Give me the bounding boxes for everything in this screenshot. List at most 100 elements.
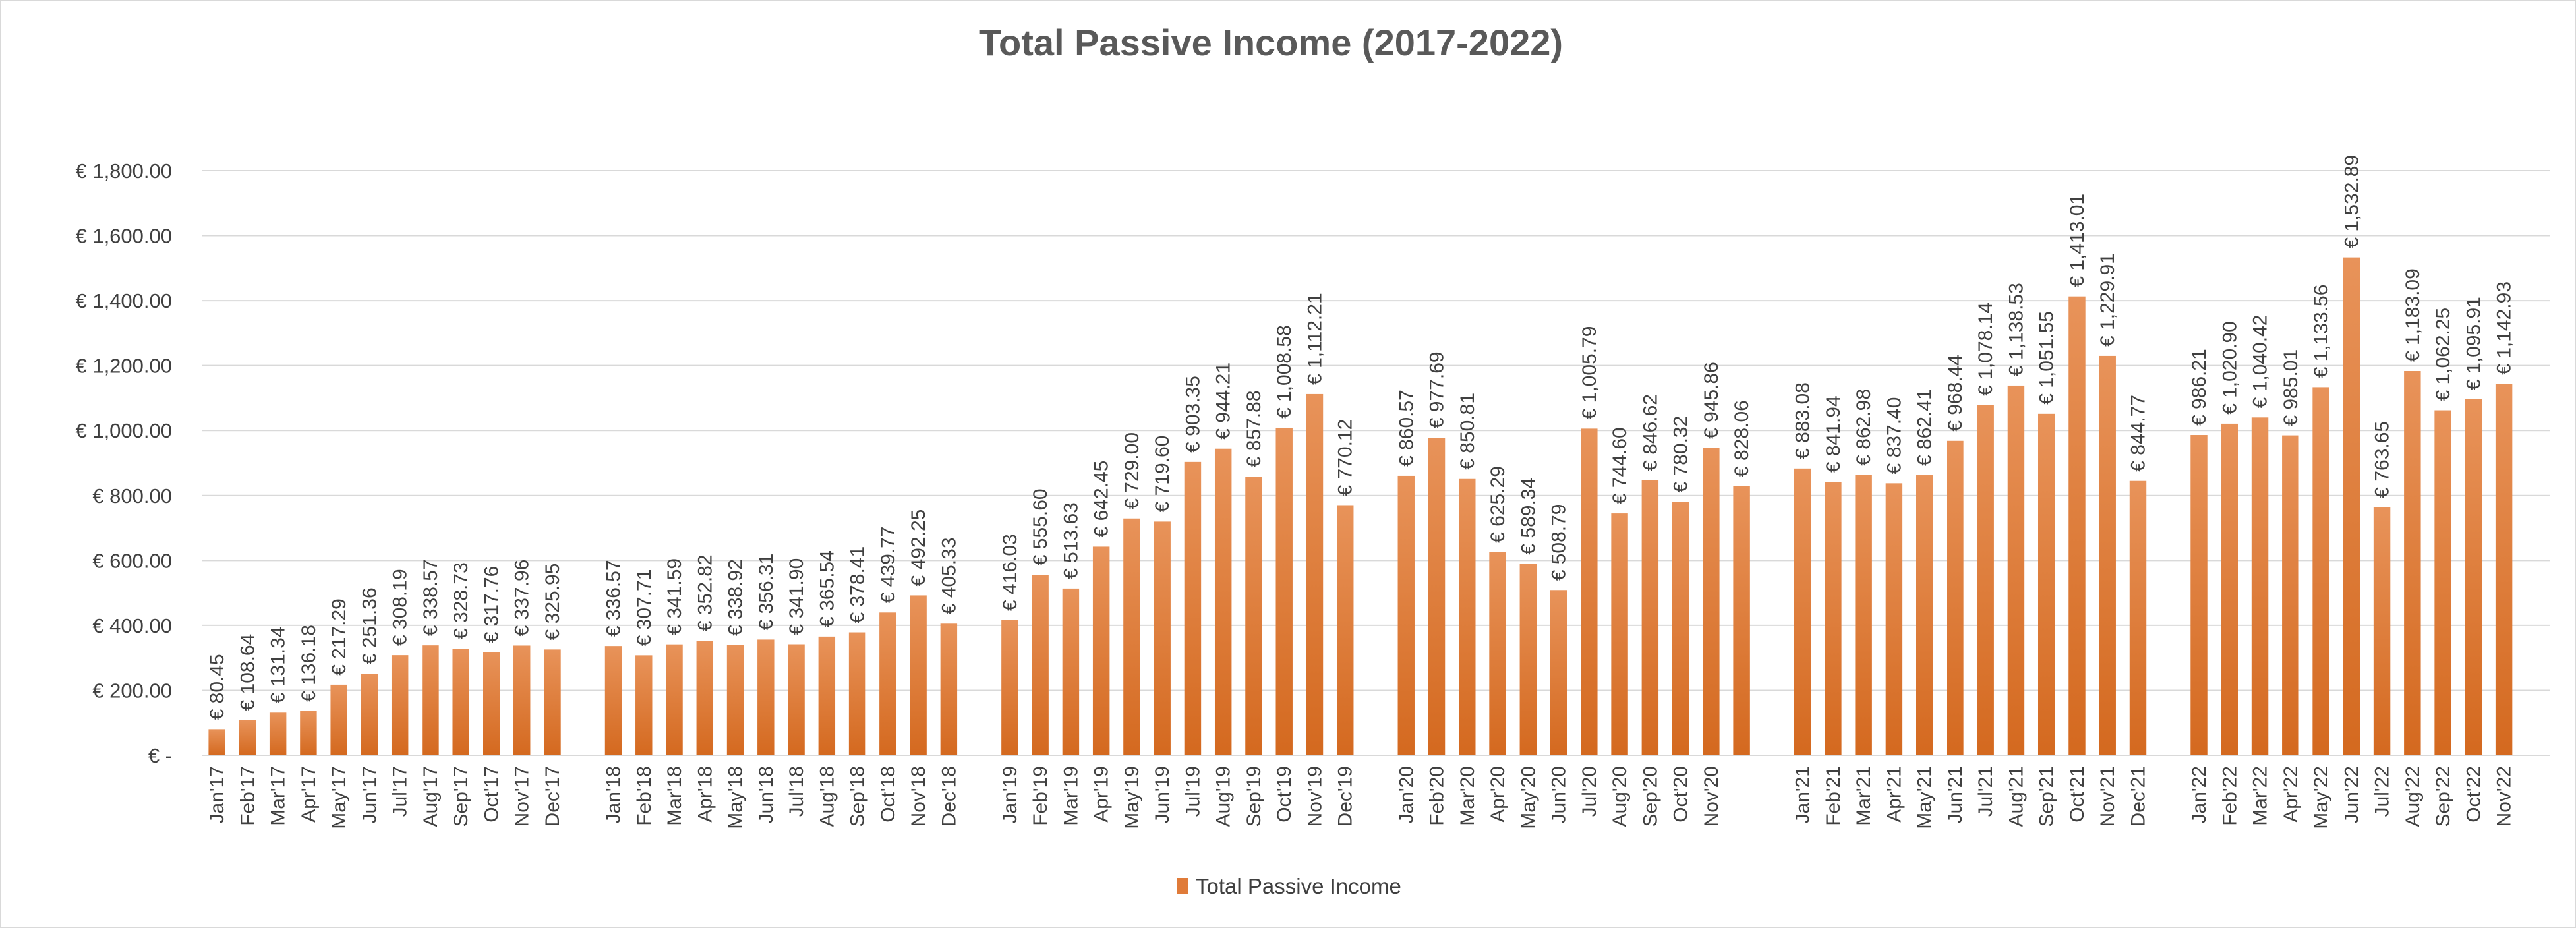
x-tick-label: Apr'21 bbox=[1883, 766, 1905, 823]
bar bbox=[1733, 486, 1750, 755]
x-tick-label: Jan'22 bbox=[2188, 766, 2210, 823]
x-tick-label: Sep'21 bbox=[2036, 766, 2058, 826]
bar bbox=[1184, 461, 1202, 755]
bar bbox=[1672, 502, 1689, 755]
data-label: € 131.34 bbox=[268, 626, 289, 703]
gridlines bbox=[202, 170, 2550, 756]
x-tick-label: Apr'19 bbox=[1091, 766, 1113, 823]
x-tick-label: Jan'20 bbox=[1395, 766, 1417, 823]
y-tick-label: € 800.00 bbox=[92, 484, 172, 508]
x-axis-ticks: Jan'17 Feb'17 Mar'17 Apr'17 May'17 Jun'17 Jul'… bbox=[206, 766, 2515, 829]
legend-label: Total Passive Income bbox=[1196, 874, 1401, 898]
data-label: € 1,133.56 bbox=[2310, 285, 2332, 378]
bar bbox=[2434, 410, 2451, 755]
x-tick-label: Apr'20 bbox=[1487, 766, 1509, 823]
data-label: € 251.36 bbox=[359, 587, 380, 664]
bar bbox=[1885, 483, 1903, 755]
bar bbox=[1519, 564, 1537, 755]
chart-title: Total Passive Income (2017-2022) bbox=[979, 22, 1563, 63]
bar bbox=[483, 652, 500, 755]
x-tick-label: Aug'18 bbox=[816, 766, 838, 826]
data-label: € 1,078.14 bbox=[1975, 303, 1997, 396]
bar bbox=[666, 644, 683, 755]
data-label: € 1,229.91 bbox=[2097, 253, 2119, 347]
x-tick-label: Jun'21 bbox=[1945, 766, 1966, 823]
data-label: € 1,532.89 bbox=[2341, 155, 2362, 248]
bar bbox=[2404, 370, 2421, 755]
bar bbox=[1062, 588, 1080, 755]
bar bbox=[2099, 355, 2116, 755]
x-tick-label: Apr'22 bbox=[2280, 766, 2302, 823]
x-tick-label: Apr'18 bbox=[694, 766, 716, 823]
data-label: € 338.57 bbox=[420, 559, 442, 636]
data-label: € 307.71 bbox=[633, 569, 655, 647]
bar bbox=[635, 655, 653, 755]
x-tick-label: Sep'17 bbox=[450, 766, 472, 826]
bar bbox=[2495, 384, 2513, 755]
data-label: € 136.18 bbox=[298, 625, 320, 702]
bar bbox=[300, 710, 317, 755]
y-tick-label: € - bbox=[148, 744, 172, 767]
x-tick-label: Mar'22 bbox=[2250, 766, 2271, 826]
bar bbox=[2037, 413, 2055, 755]
data-label: € 317.76 bbox=[481, 566, 502, 643]
x-tick-label: May'22 bbox=[2310, 766, 2332, 829]
data-label: € 857.88 bbox=[1243, 390, 1265, 467]
legend-swatch bbox=[1177, 878, 1188, 894]
data-label: € 986.21 bbox=[2188, 349, 2210, 426]
bar bbox=[848, 632, 866, 755]
data-label: € 945.86 bbox=[1701, 362, 1722, 439]
data-label: € 492.25 bbox=[908, 509, 929, 587]
data-label: € 1,095.91 bbox=[2463, 297, 2484, 390]
bar bbox=[1703, 448, 1720, 755]
x-tick-label: Jul'19 bbox=[1182, 766, 1204, 817]
bar bbox=[239, 720, 256, 755]
data-label: € 719.60 bbox=[1152, 436, 1173, 513]
bar bbox=[1641, 480, 1659, 755]
x-tick-label: Oct'22 bbox=[2463, 766, 2484, 823]
x-tick-label: Apr'17 bbox=[298, 766, 320, 823]
x-tick-label: Mar'18 bbox=[664, 766, 686, 826]
bar bbox=[1794, 468, 1811, 755]
data-label: € 217.29 bbox=[328, 598, 350, 676]
x-tick-label: Nov'17 bbox=[512, 766, 533, 826]
x-tick-label: Mar'20 bbox=[1457, 766, 1478, 826]
data-label: € 325.95 bbox=[542, 564, 564, 641]
y-tick-label: € 1,600.00 bbox=[75, 225, 172, 248]
data-label: € 780.32 bbox=[1670, 416, 1692, 493]
x-tick-label: Feb'18 bbox=[633, 766, 655, 826]
data-label: € 625.29 bbox=[1487, 466, 1509, 543]
data-label: € 341.90 bbox=[786, 558, 807, 635]
bar bbox=[1581, 428, 1598, 755]
x-tick-label: Oct'17 bbox=[481, 766, 502, 823]
bar bbox=[1428, 438, 1446, 755]
bar bbox=[1947, 440, 1964, 755]
data-label: € 903.35 bbox=[1182, 376, 1204, 453]
x-tick-label: Jan'19 bbox=[999, 766, 1021, 823]
data-label: € 341.59 bbox=[664, 558, 686, 635]
data-label: € 1,020.90 bbox=[2219, 321, 2240, 415]
y-tick-label: € 1,200.00 bbox=[75, 355, 172, 378]
x-tick-label: Feb'17 bbox=[237, 766, 258, 826]
x-tick-label: Dec'19 bbox=[1335, 766, 1357, 826]
x-tick-label: Dec'18 bbox=[938, 766, 960, 826]
bar bbox=[544, 649, 561, 755]
data-label: € 108.64 bbox=[237, 634, 258, 711]
data-label: € 744.60 bbox=[1609, 427, 1631, 504]
data-label: € 770.12 bbox=[1335, 419, 1357, 496]
x-tick-label: Jul'21 bbox=[1975, 766, 1997, 817]
data-label: € 846.62 bbox=[1639, 394, 1661, 471]
bar bbox=[422, 645, 439, 755]
x-tick-label: Feb'21 bbox=[1823, 766, 1844, 826]
x-tick-label: Mar'19 bbox=[1060, 766, 1082, 826]
data-label: € 1,062.25 bbox=[2432, 308, 2454, 401]
x-tick-label: Dec'17 bbox=[542, 766, 564, 826]
x-tick-label: Oct'20 bbox=[1670, 766, 1692, 823]
bar bbox=[2129, 480, 2147, 755]
data-label: € 1,413.01 bbox=[2066, 194, 2088, 287]
bar bbox=[1123, 518, 1140, 755]
data-label: € 860.57 bbox=[1395, 390, 1417, 467]
x-tick-label: Jun'20 bbox=[1548, 766, 1570, 823]
x-tick-label: Jun'18 bbox=[755, 766, 777, 823]
